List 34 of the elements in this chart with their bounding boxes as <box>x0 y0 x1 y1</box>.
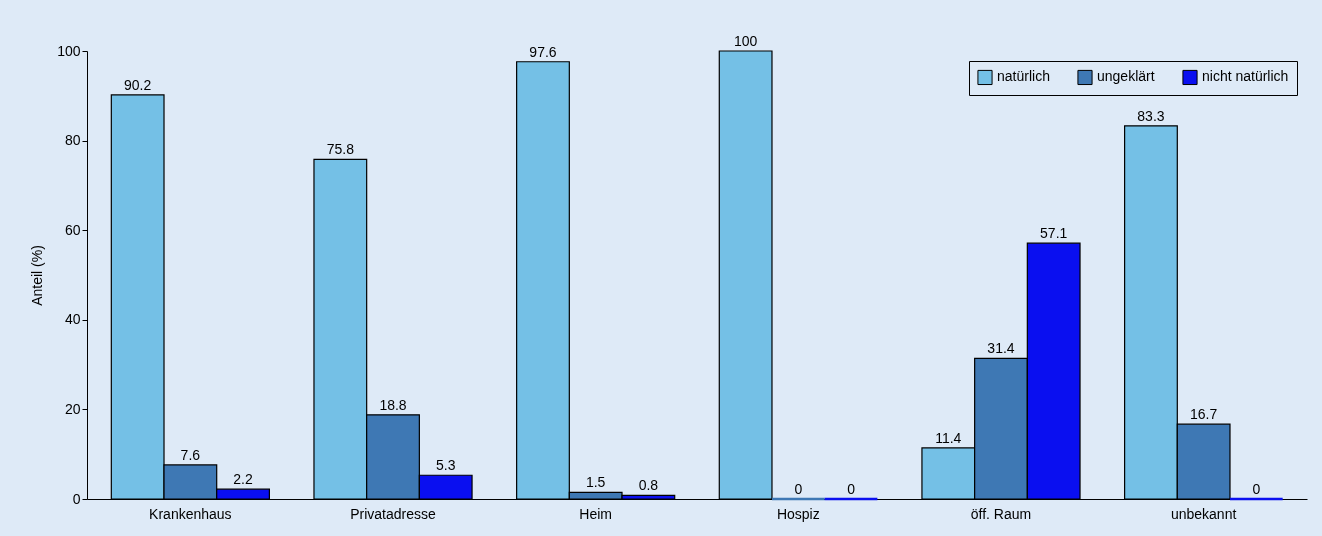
data-label: 97.6 <box>529 43 557 60</box>
data-label: 75.8 <box>326 141 355 158</box>
x-tick-label: öff. Raum <box>970 505 1032 522</box>
data-label: 0 <box>794 481 803 497</box>
data-label: 1.5 <box>585 474 606 491</box>
data-label: 0.8 <box>638 477 659 494</box>
y-tick-label: 60 <box>64 221 81 238</box>
data-label: 7.6 <box>180 446 201 463</box>
data-label: 57.1 <box>1040 225 1068 242</box>
y-tick-label: 20 <box>64 400 81 417</box>
data-label: 90.2 <box>124 76 152 93</box>
data-label: 5.3 <box>435 457 456 474</box>
y-tick-label: 0 <box>72 490 81 507</box>
x-tick-label: Heim <box>579 505 613 522</box>
data-label: 16.7 <box>1190 406 1218 423</box>
y-axis-title: Anteil (%) <box>29 245 46 306</box>
data-label: 0 <box>1252 481 1261 497</box>
data-label: 83.3 <box>1137 107 1165 124</box>
data-label: 18.8 <box>379 396 407 413</box>
legend-label: natürlich <box>997 68 1050 85</box>
data-label: 0 <box>847 481 856 497</box>
y-tick-label: 40 <box>64 311 81 328</box>
legend-label: ungeklärt <box>1097 68 1155 85</box>
data-label: 31.4 <box>987 340 1015 357</box>
y-tick-label: 80 <box>64 132 81 149</box>
legend-label: nicht natürlich <box>1202 68 1289 85</box>
data-label: 100 <box>733 33 758 49</box>
data-label: 2.2 <box>233 471 253 488</box>
x-tick-label: Hospiz <box>776 505 820 522</box>
x-tick-label: Krankenhaus <box>149 505 232 522</box>
x-tick-label: Privatadresse <box>350 505 437 522</box>
data-label: 11.4 <box>935 429 962 446</box>
y-tick-label: 100 <box>57 42 81 59</box>
x-tick-label: unbekannt <box>1170 505 1237 522</box>
